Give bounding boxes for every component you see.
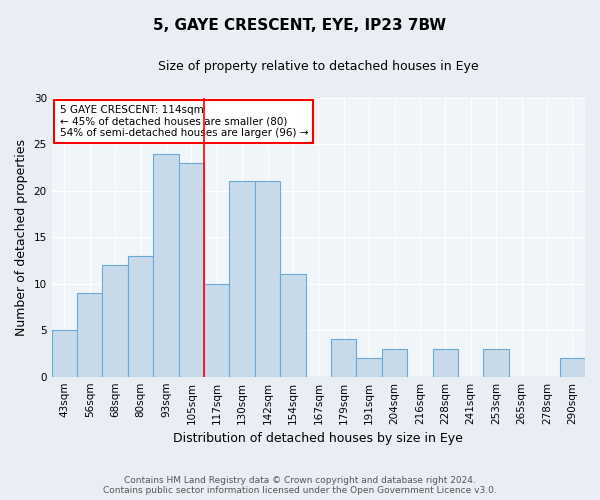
Bar: [77, 293, 103, 376]
Bar: [229, 182, 255, 376]
Bar: [128, 256, 153, 376]
Text: 5, GAYE CRESCENT, EYE, IP23 7BW: 5, GAYE CRESCENT, EYE, IP23 7BW: [154, 18, 446, 32]
Bar: [331, 340, 356, 376]
Bar: [280, 274, 305, 376]
Bar: [179, 163, 204, 376]
Text: 5 GAYE CRESCENT: 114sqm
← 45% of detached houses are smaller (80)
54% of semi-de: 5 GAYE CRESCENT: 114sqm ← 45% of detache…: [59, 105, 308, 138]
Bar: [153, 154, 179, 376]
Bar: [103, 265, 128, 376]
X-axis label: Distribution of detached houses by size in Eye: Distribution of detached houses by size …: [173, 432, 463, 445]
Bar: [52, 330, 77, 376]
Title: Size of property relative to detached houses in Eye: Size of property relative to detached ho…: [158, 60, 479, 73]
Bar: [356, 358, 382, 376]
Bar: [255, 182, 280, 376]
Y-axis label: Number of detached properties: Number of detached properties: [15, 138, 28, 336]
Bar: [560, 358, 585, 376]
Bar: [204, 284, 229, 376]
Text: Contains HM Land Registry data © Crown copyright and database right 2024.
Contai: Contains HM Land Registry data © Crown c…: [103, 476, 497, 495]
Bar: [484, 349, 509, 376]
Bar: [382, 349, 407, 376]
Bar: [433, 349, 458, 376]
